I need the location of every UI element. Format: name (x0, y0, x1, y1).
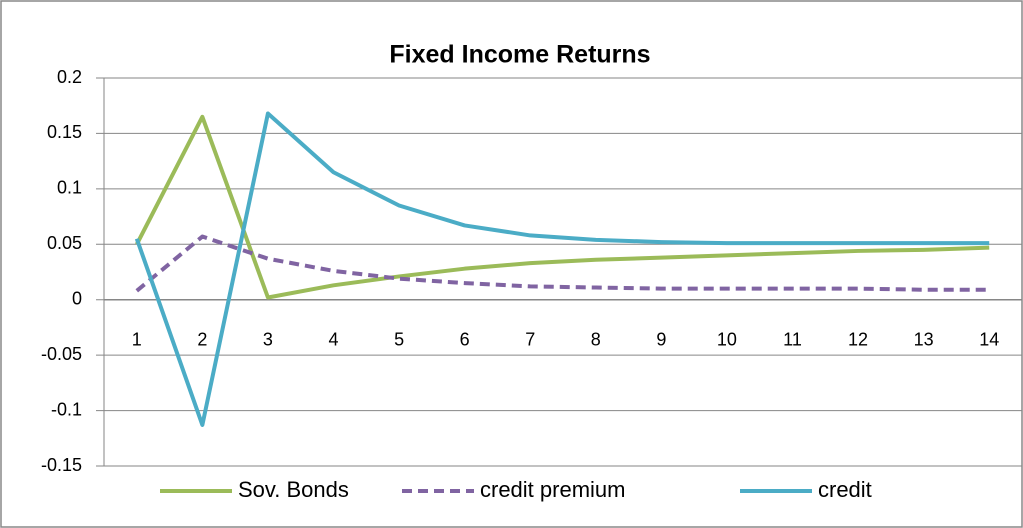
y-tick-label: -0.15 (41, 455, 82, 475)
x-tick-label: 9 (656, 329, 666, 349)
legend-label: credit premium (480, 477, 625, 502)
x-tick-label: 1 (132, 329, 142, 349)
y-tick-label: 0.1 (57, 178, 82, 198)
series-line (134, 111, 990, 427)
x-tick-label: 11 (783, 329, 802, 349)
x-tick-label: 7 (525, 329, 535, 349)
series-line (135, 234, 990, 293)
x-tick-label: 2 (197, 329, 207, 349)
y-tick-label: 0.15 (47, 122, 82, 142)
x-tick-label: 12 (848, 329, 868, 349)
y-tick-label: 0.2 (57, 67, 82, 87)
x-tick-label: 10 (717, 329, 737, 349)
x-tick-label: 6 (460, 329, 470, 349)
x-tick-label: 3 (263, 329, 273, 349)
legend-label: Sov. Bonds (238, 477, 349, 502)
legend-label: credit (818, 477, 872, 502)
y-tick-label: -0.05 (41, 344, 82, 364)
series-line (135, 114, 990, 300)
x-tick-label: 5 (394, 329, 404, 349)
y-tick-label: 0 (72, 288, 82, 308)
y-tick-label: -0.1 (51, 399, 82, 419)
chart-title: Fixed Income Returns (389, 41, 650, 69)
y-tick-label: 0.05 (47, 233, 82, 253)
x-tick-label: 13 (914, 329, 934, 349)
x-tick-label: 4 (328, 329, 338, 349)
x-tick-label: 14 (979, 329, 999, 349)
x-tick-label: 8 (591, 329, 601, 349)
